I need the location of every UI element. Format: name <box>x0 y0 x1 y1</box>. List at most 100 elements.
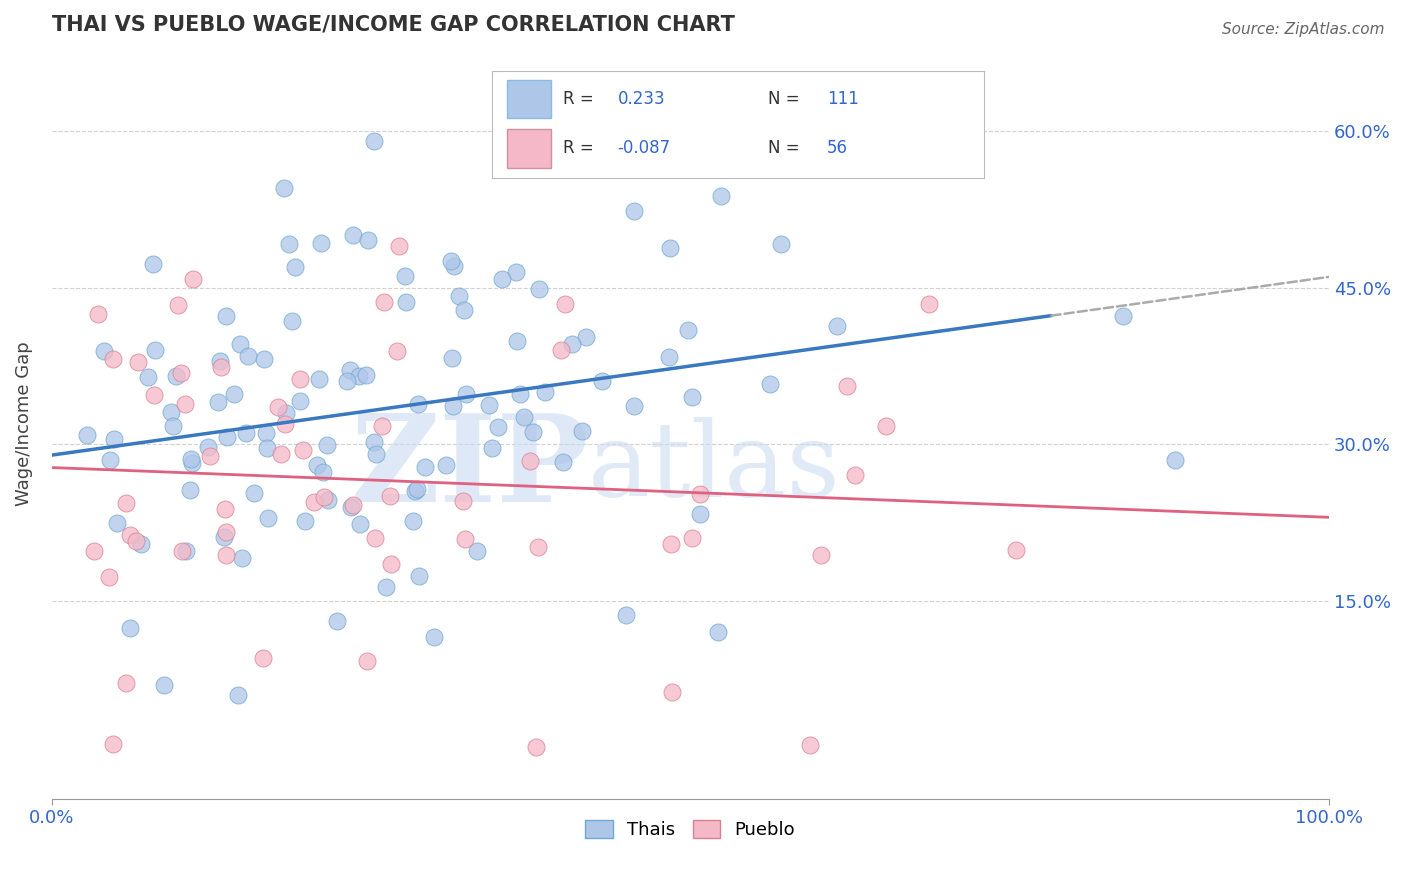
Point <box>509 386 531 401</box>
Point <box>441 399 464 413</box>
Point <box>394 268 416 283</box>
Point <box>395 295 418 310</box>
Point <box>284 260 307 274</box>
Point <box>575 330 598 344</box>
Point <box>375 581 398 595</box>
Point <box>179 483 201 498</box>
Point <box>388 239 411 253</box>
Point <box>875 419 897 434</box>
Point <box>142 388 165 402</box>
Point <box>825 319 848 334</box>
Point <box>380 557 402 571</box>
Point <box>689 486 711 500</box>
Point <box>312 465 335 479</box>
Point <box>176 544 198 558</box>
Point <box>165 369 187 384</box>
Point <box>659 537 682 551</box>
Point <box>103 352 125 367</box>
Text: N =: N = <box>768 90 799 108</box>
Text: R =: R = <box>564 90 595 108</box>
Point <box>356 654 378 668</box>
Point <box>467 544 489 558</box>
Point <box>256 441 278 455</box>
Point <box>120 527 142 541</box>
Point <box>93 343 115 358</box>
Legend: Thais, Pueblo: Thais, Pueblo <box>578 813 803 847</box>
Point <box>571 425 593 439</box>
Text: N =: N = <box>768 139 799 157</box>
Text: R =: R = <box>564 139 595 157</box>
Point <box>554 297 576 311</box>
Point <box>136 369 159 384</box>
Point <box>404 483 426 498</box>
Point <box>252 650 274 665</box>
Point <box>363 134 385 148</box>
Point <box>481 441 503 455</box>
Point <box>1112 309 1135 323</box>
Point <box>799 738 821 752</box>
Point <box>451 493 474 508</box>
Point <box>83 544 105 558</box>
Point <box>174 397 197 411</box>
Point <box>709 188 731 202</box>
Point <box>366 447 388 461</box>
Point <box>214 501 236 516</box>
Point <box>342 498 364 512</box>
Point <box>561 337 583 351</box>
Point <box>477 398 499 412</box>
Point <box>534 384 557 399</box>
Text: 56: 56 <box>827 139 848 157</box>
Point <box>681 390 703 404</box>
Point <box>270 447 292 461</box>
Point <box>143 343 166 358</box>
Point <box>153 678 176 692</box>
Point <box>623 203 645 218</box>
Text: 111: 111 <box>827 90 859 108</box>
Point <box>363 435 385 450</box>
Point <box>550 343 572 358</box>
Point <box>288 394 311 409</box>
Point <box>316 493 339 508</box>
Point <box>707 624 730 639</box>
Point <box>215 524 238 539</box>
Point <box>336 374 359 388</box>
Point <box>453 302 475 317</box>
Point <box>759 377 782 392</box>
Point <box>142 257 165 271</box>
Point <box>172 543 194 558</box>
Point <box>443 259 465 273</box>
Point <box>198 449 221 463</box>
Point <box>354 368 377 382</box>
Point <box>415 459 437 474</box>
Point <box>513 410 536 425</box>
Point <box>129 537 152 551</box>
Point <box>339 362 361 376</box>
Point <box>125 534 148 549</box>
Point <box>505 334 527 349</box>
FancyBboxPatch shape <box>506 80 551 119</box>
Point <box>349 368 371 383</box>
Point <box>170 366 193 380</box>
Point <box>591 374 613 388</box>
Point <box>316 438 339 452</box>
Point <box>658 242 681 256</box>
Point <box>254 426 277 441</box>
Text: ZIP: ZIP <box>350 409 588 527</box>
Point <box>408 397 430 411</box>
Point <box>103 432 125 446</box>
Point <box>342 228 364 243</box>
Point <box>238 350 260 364</box>
Y-axis label: Wage/Income Gap: Wage/Income Gap <box>15 341 32 506</box>
Point <box>918 297 941 311</box>
Point <box>454 533 477 547</box>
Point <box>314 490 336 504</box>
Text: atlas: atlas <box>588 417 841 519</box>
FancyBboxPatch shape <box>506 129 551 168</box>
Point <box>505 265 527 279</box>
Point <box>257 511 280 525</box>
Point <box>281 313 304 327</box>
Point <box>340 500 363 515</box>
Point <box>844 468 866 483</box>
Point <box>371 419 394 434</box>
Point <box>810 548 832 562</box>
